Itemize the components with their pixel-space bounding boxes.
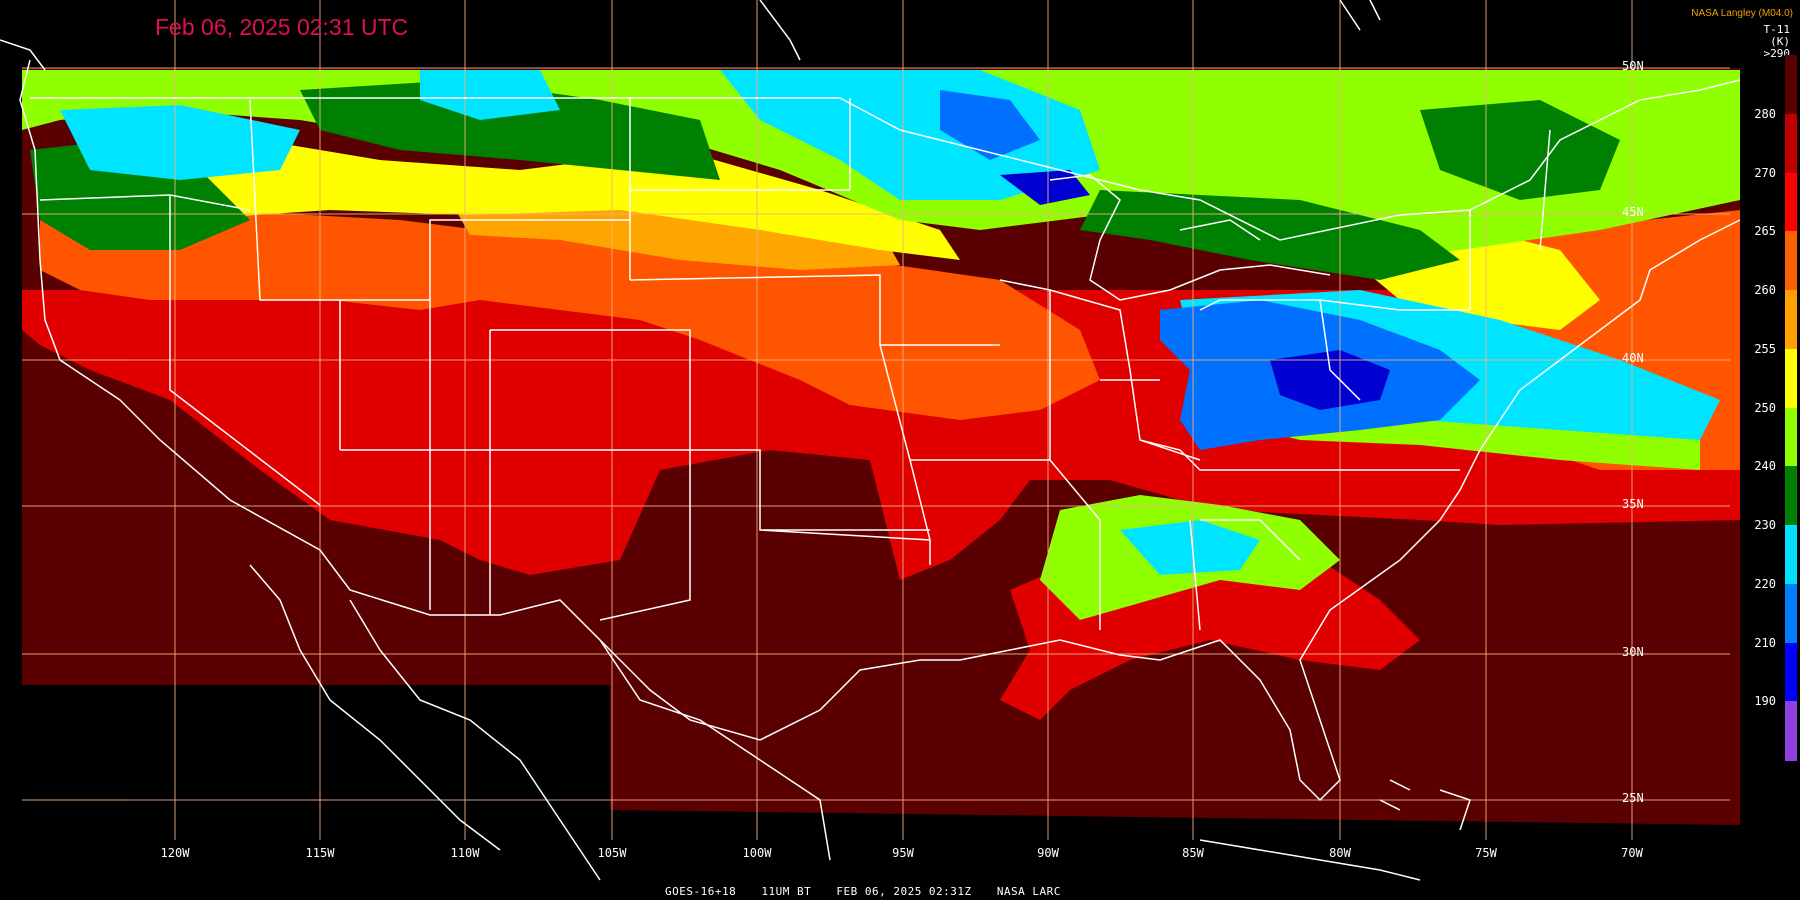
lon-label: 110W [450, 846, 480, 860]
footer-info: GOES-16+18 11UM BT FEB 06, 2025 02:31Z N… [665, 885, 1079, 898]
product-unit: (K) [1770, 35, 1790, 48]
lon-label: 105W [597, 846, 627, 860]
imagery-layer [22, 68, 1740, 900]
colorbar-segment [1785, 583, 1797, 643]
cyan-northwest [420, 70, 560, 120]
colorbar-tick: 260 [1754, 283, 1776, 297]
colorbar-tick: 210 [1754, 635, 1776, 650]
us-outline [19, 59, 1741, 802]
lon-label: 90W [1037, 846, 1059, 860]
deep-blue-north [1000, 170, 1090, 205]
colorbar-tick: 220 [1754, 576, 1776, 591]
colorbar-tick: 250 [1754, 400, 1776, 415]
colorbar-tick: 255 [1754, 341, 1776, 356]
bahamas [1379, 779, 1471, 831]
lat-label: 30N [1622, 645, 1644, 659]
colorbar-tick: 270 [1754, 165, 1776, 180]
state-lines-west [39, 99, 691, 621]
no-data-region [22, 685, 610, 900]
footer-satellite: GOES-16+18 [665, 885, 737, 898]
colorbar-tick: 190 [1754, 694, 1776, 709]
colorbar-tick: 240 [1754, 459, 1776, 474]
deep-blue-core [1270, 350, 1390, 410]
timestamp-label: Feb 06, 2025 02:31 UTC [155, 14, 409, 40]
green-east [1420, 100, 1620, 200]
state-boundaries [0, 0, 1741, 881]
cyan-west [60, 105, 300, 180]
colorbar-segment [1785, 466, 1797, 526]
cyan-south [1120, 520, 1260, 575]
blue-north [940, 90, 1040, 160]
lon-label: 70W [1621, 846, 1643, 860]
graticule [22, 0, 1730, 840]
colorbar-segment [1785, 525, 1797, 585]
green-west [30, 140, 250, 250]
colorbar-segment [1785, 407, 1797, 467]
lon-label: 75W [1475, 846, 1497, 860]
lat-label: 25N [1622, 791, 1644, 805]
lat-label: 50N [1622, 59, 1644, 73]
canada-coast [0, 0, 1381, 71]
lon-label: 100W [742, 846, 772, 860]
footer-channel: 11UM BT [761, 885, 812, 898]
product-name: T-11 [1763, 23, 1791, 36]
colorbar-segment [1785, 290, 1797, 350]
lat-label: 35N [1622, 497, 1644, 511]
colorbar-tick: 230 [1754, 518, 1776, 532]
mexico-coast [249, 564, 831, 881]
colorbar-segment [1785, 113, 1797, 173]
northern-border [30, 79, 1741, 241]
lon-label: 85W [1182, 846, 1204, 860]
footer-datetime: FEB 06, 2025 02:31Z [836, 885, 972, 898]
great-lakes [1049, 174, 1331, 301]
cuba [1199, 839, 1421, 881]
colorbar-top-label: >290 [1763, 47, 1791, 60]
lon-label: 80W [1329, 846, 1351, 860]
state-lines-east [1049, 129, 1551, 631]
colorbar-tick: 265 [1754, 224, 1776, 239]
green-north [300, 80, 720, 180]
lon-label: 120W [160, 846, 190, 860]
lon-label: 95W [892, 846, 914, 860]
colorbar-segment [1785, 348, 1797, 408]
colorbar-tick: 280 [1754, 106, 1776, 121]
lon-label: 115W [305, 846, 335, 860]
colorbar-segment [1785, 231, 1797, 291]
colorbar-segment [1785, 701, 1797, 761]
orange-region [40, 200, 1100, 420]
colorbar-segment [1785, 642, 1797, 702]
colorbar-segment [1785, 55, 1797, 115]
product-label: T-11 (K) >290 [1764, 24, 1791, 60]
lat-label: 40N [1622, 351, 1644, 365]
footer-source: NASA LARC [996, 885, 1061, 898]
colorbar-segment [1785, 172, 1797, 232]
credit-label: NASA Langley (M04.0) [1691, 8, 1793, 19]
lat-label: 45N [1622, 205, 1644, 219]
